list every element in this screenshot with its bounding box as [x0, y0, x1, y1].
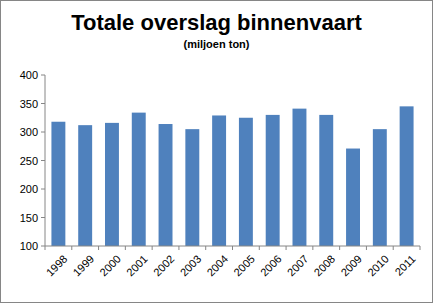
x-tick-label: 1998 — [44, 253, 70, 279]
x-tick — [232, 246, 233, 250]
title: Totale overslag binnenvaart — [71, 10, 362, 35]
x-tick-label: 1999 — [70, 253, 96, 279]
x-tick-label: 2000 — [97, 253, 123, 279]
x-tick-label: 2009 — [338, 253, 364, 279]
y-tick — [41, 246, 45, 247]
y-tick — [41, 132, 45, 133]
x-tick — [125, 246, 126, 250]
x-tick — [420, 246, 421, 250]
bar — [159, 124, 173, 246]
x-tick — [286, 246, 287, 250]
y-tick-label: 300 — [20, 126, 38, 138]
chart-border — [1, 1, 433, 303]
bar — [185, 129, 199, 246]
x-tick-label: 2008 — [312, 253, 338, 279]
y-tick — [41, 189, 45, 190]
bar — [105, 123, 119, 246]
y-tick-label: 400 — [20, 69, 38, 81]
x-tick — [339, 246, 340, 250]
x-tick — [205, 246, 206, 250]
bar — [132, 113, 146, 246]
x-tick-label: 2002 — [151, 253, 177, 279]
bar — [319, 115, 333, 246]
bar — [239, 118, 253, 246]
subtitle: (miljoen ton) — [184, 38, 250, 50]
bar — [293, 109, 307, 246]
y-tick — [41, 75, 45, 76]
x-tick — [71, 246, 72, 250]
bar — [373, 129, 387, 246]
y-tick — [41, 160, 45, 161]
x-tick — [312, 246, 313, 250]
bars — [51, 106, 413, 246]
x-tick-label: 2011 — [392, 253, 417, 278]
x-tick — [178, 246, 179, 250]
y-tick — [41, 103, 45, 104]
x-tick — [152, 246, 153, 250]
x-tick — [366, 246, 367, 250]
x-tick — [45, 246, 46, 250]
bar — [51, 122, 65, 246]
y-tick — [41, 217, 45, 218]
y-tick-label: 100 — [20, 240, 38, 252]
x-tick-label: 2007 — [285, 253, 311, 279]
y-axis — [45, 75, 46, 246]
y-tick-label: 150 — [20, 212, 38, 224]
bar — [212, 115, 226, 246]
x-tick-label: 2005 — [231, 253, 257, 279]
bar — [78, 125, 92, 246]
x-tick — [393, 246, 394, 250]
x-tick — [98, 246, 99, 250]
x-tick-label: 2010 — [365, 253, 391, 279]
bar — [400, 106, 414, 246]
chart-svg: Totale overslag binnenvaart (miljoen ton)… — [0, 0, 433, 303]
bar — [266, 115, 280, 246]
y-tick-label: 200 — [20, 183, 38, 195]
y-tick-label: 250 — [20, 155, 38, 167]
x-tick-label: 2004 — [204, 253, 230, 279]
x-tick-label: 2003 — [178, 253, 204, 279]
bar — [346, 149, 360, 246]
y-tick-label: 350 — [20, 98, 38, 110]
chart-container: Totale overslag binnenvaart (miljoen ton)… — [0, 0, 433, 303]
x-tick-label: 2001 — [124, 253, 150, 279]
x-tick-label: 2006 — [258, 253, 284, 279]
x-tick — [259, 246, 260, 250]
